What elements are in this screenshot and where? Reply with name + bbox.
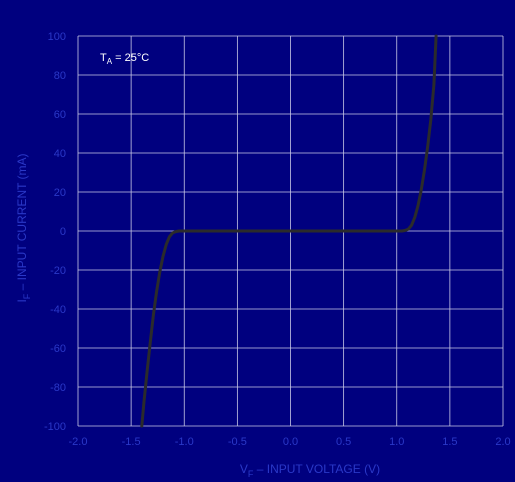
y-tick-label: -20 [50,265,66,277]
x-tick-label: 0.0 [283,436,298,448]
y-tick-label: -60 [50,343,66,355]
y-axis-title: IF – INPUT CURRENT (mA) [15,153,32,302]
annotation-rest: = 25°C [112,52,149,64]
y-tick-label: -80 [50,382,66,394]
y-tick-label: 60 [54,109,66,121]
grid [77,35,504,427]
iv-curve [140,34,438,428]
x-tick-label: 1.5 [442,436,457,448]
x-axis-title-rest: – INPUT VOLTAGE (V) [253,462,380,476]
x-axis-title-sub: F [248,469,254,479]
x-tick-label: -1.0 [175,436,194,448]
x-tick-label: 1.0 [389,436,404,448]
y-axis-title-main: I [15,299,29,302]
x-tick-label: 2.0 [495,436,510,448]
y-axis-title-rest: – INPUT CURRENT (mA) [15,153,29,293]
tick-labels: -2.0 -1.5 -1.0 -0.5 0.0 0.5 1.0 1.5 2.0 100 80 60 40… [44,31,511,448]
x-axis-title: VF – INPUT VOLTAGE (V) [240,462,380,479]
y-tick-label: 80 [54,70,66,82]
y-tick-label: 0 [60,226,66,238]
curve-layer [140,34,438,428]
x-tick-label: 0.5 [336,436,351,448]
x-tick-label: -1.5 [122,436,141,448]
y-tick-label: 40 [54,148,66,160]
y-axis-title-sub: F [22,293,32,299]
annotation-main: T [100,52,107,64]
y-tick-label: 20 [54,187,66,199]
x-tick-label: -0.5 [228,436,247,448]
y-tick-label: -40 [50,304,66,316]
annotation-sub: A [107,57,113,66]
y-tick-label: 100 [48,31,66,43]
temperature-annotation: TA = 25°C [100,52,149,66]
x-tick-label: -2.0 [69,436,88,448]
x-axis-title-main: V [240,462,248,476]
y-tick-label: -100 [44,421,66,433]
